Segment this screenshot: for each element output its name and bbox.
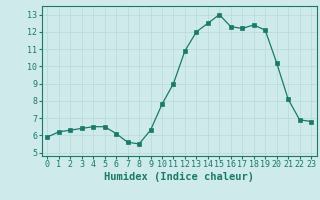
X-axis label: Humidex (Indice chaleur): Humidex (Indice chaleur)	[104, 172, 254, 182]
